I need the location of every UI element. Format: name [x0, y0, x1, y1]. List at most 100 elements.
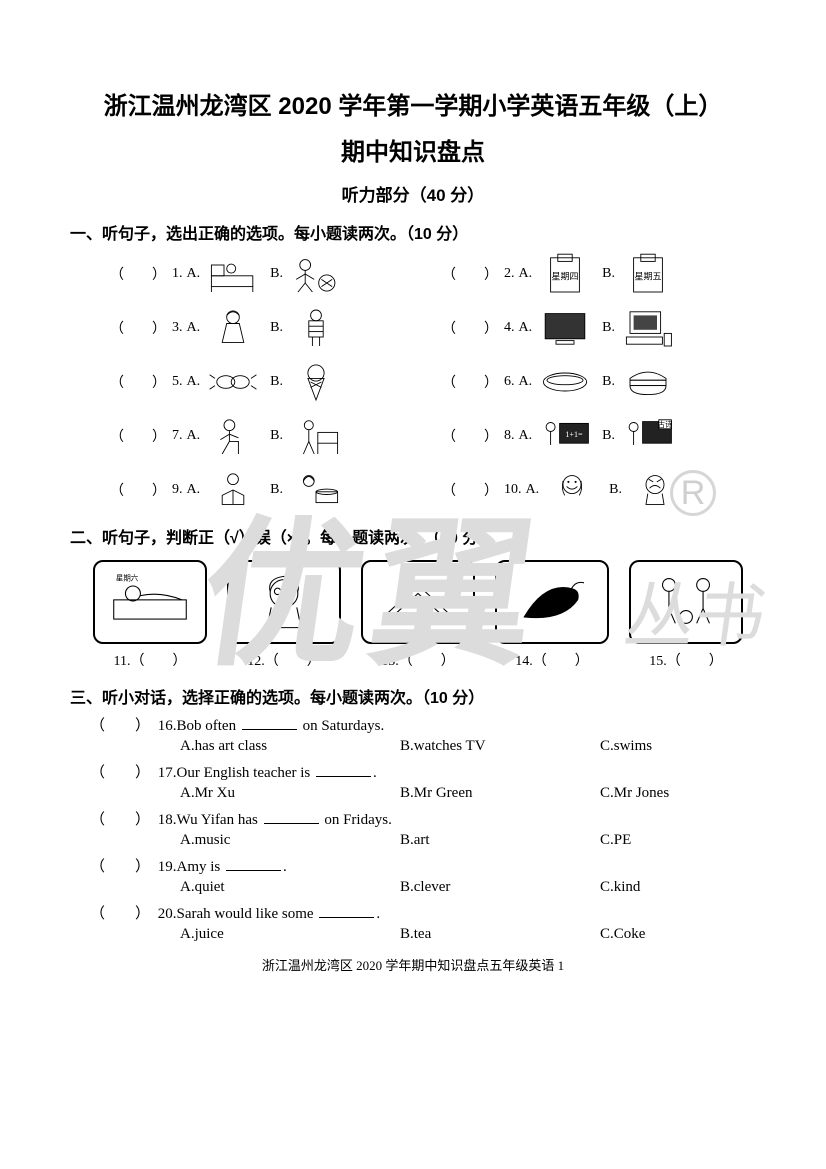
answer-paren[interactable]: （ ） [110, 318, 166, 338]
q3-options: A.music B.art C.PE [90, 832, 756, 849]
answer-paren[interactable]: （ ） [667, 654, 723, 669]
q-number: 1. [172, 266, 183, 282]
kids-play-icon [629, 560, 743, 644]
answer-paren[interactable]: （ ） [90, 765, 150, 781]
stem-pre: Bob often [177, 718, 240, 734]
answer-paren[interactable]: （ ） [442, 318, 498, 338]
hotdog-icon [538, 360, 592, 404]
answer-paren[interactable]: （ ） [90, 906, 150, 922]
blank-line[interactable] [242, 714, 297, 730]
option-c: C.swims [600, 738, 760, 755]
section1-header: 一、听句子，选出正确的选项。每小题读两次。（10 分） [70, 220, 756, 244]
sleeping-icon: 星期六 [93, 560, 207, 644]
answer-paren[interactable]: （ ） [90, 859, 150, 875]
sandwich-icon [361, 560, 475, 644]
q-number: 6. [504, 374, 515, 390]
answer-paren[interactable]: （ ） [533, 654, 589, 669]
stem-post: . [283, 859, 287, 875]
answer-paren[interactable]: （ ） [90, 718, 150, 734]
answer-paren[interactable]: （ ） [442, 480, 498, 500]
blank-line[interactable] [226, 855, 281, 871]
q-number: 13. [381, 654, 399, 669]
q-number: 20. [158, 906, 177, 922]
q-number: 15. [649, 654, 667, 669]
option-a-label: A. [187, 374, 201, 390]
q1-item: （ ） 3. A. B. [110, 304, 424, 352]
svg-text:星期六: 星期六 [116, 572, 139, 582]
option-c: C.PE [600, 832, 760, 849]
q3-options: A.quiet B.clever C.kind [90, 879, 756, 896]
q1-item: （ ） 6. A. B. [442, 358, 756, 406]
q3-question: （ ） 17.Our English teacher is . [90, 761, 756, 782]
oldman-icon [227, 560, 341, 644]
section3-block: （ ） 16.Bob often on Saturdays. A.has art… [70, 714, 756, 943]
q3-question: （ ） 20.Sarah would like some . [90, 902, 756, 923]
q3-options: A.Mr Xu B.Mr Green C.Mr Jones [90, 785, 756, 802]
answer-paren[interactable]: （ ） [442, 426, 498, 446]
option-c: C.kind [600, 879, 760, 896]
answer-paren[interactable]: （ ） [442, 372, 498, 392]
option-a-label: A. [519, 320, 533, 336]
answer-paren[interactable]: （ ） [442, 264, 498, 284]
q2-card: 13.（ ） [358, 560, 478, 670]
q-number: 4. [504, 320, 515, 336]
boy-wash-icon [289, 414, 343, 458]
blank-line[interactable] [264, 808, 319, 824]
q1-item: （ ） 10. A. B. [442, 466, 756, 514]
blank-line[interactable] [319, 902, 374, 918]
option-a-label: A. [187, 320, 201, 336]
q1-item: （ ） 9. A. B. [110, 466, 424, 514]
stem-post: . [376, 906, 380, 922]
page-footer: 浙江温州龙湾区 2020 学年期中知识盘点五年级英语 1 [70, 955, 756, 974]
svg-text:古诗: 古诗 [658, 420, 672, 429]
stem-pre: Amy is [177, 859, 225, 875]
option-b: B.clever [400, 879, 600, 896]
q3-question: （ ） 18.Wu Yifan has on Fridays. [90, 808, 756, 829]
answer-paren[interactable]: （ ） [399, 654, 455, 669]
option-a-label: A. [519, 374, 533, 390]
boy-angry-icon [628, 468, 682, 512]
blank-line[interactable] [316, 761, 371, 777]
bed-icon [206, 252, 260, 296]
q2-card: 星期六 11.（ ） [90, 560, 210, 670]
option-b: B.art [400, 832, 600, 849]
q2-card: 15.（ ） [626, 560, 746, 670]
stem-post: . [373, 765, 377, 781]
q-number: 10. [504, 482, 522, 498]
q-number: 19. [158, 859, 177, 875]
poem-board-icon: 古诗 [621, 414, 675, 458]
grandma-cook-icon [289, 468, 343, 512]
q-number: 7. [172, 428, 183, 444]
q3-options: A.has art class B.watches TV C.swims [90, 738, 756, 755]
option-a-label: A. [526, 482, 540, 498]
math-board-icon: 1+1= [538, 414, 592, 458]
option-b-label: B. [602, 428, 615, 444]
answer-paren[interactable]: （ ） [110, 372, 166, 392]
option-b-label: B. [270, 266, 283, 282]
clipboard-thu-icon: 星期四 [538, 252, 592, 296]
listening-subtitle: 听力部分（40 分） [70, 181, 756, 206]
answer-paren[interactable]: （ ） [130, 654, 186, 669]
option-a-label: A. [519, 266, 533, 282]
option-b-label: B. [270, 482, 283, 498]
candy-icon [206, 360, 260, 404]
q-number: 3. [172, 320, 183, 336]
computer-icon [621, 306, 675, 350]
q-number: 9. [172, 482, 183, 498]
option-c: C.Coke [600, 926, 760, 943]
option-a: A.has art class [180, 738, 400, 755]
option-b-label: B. [270, 374, 283, 390]
girl-smile-icon [545, 468, 599, 512]
tv-icon [538, 306, 592, 350]
answer-paren[interactable]: （ ） [265, 654, 321, 669]
q1-item: （ ） 2. A. 星期四 B. 星期五 [442, 250, 756, 298]
option-b-label: B. [609, 482, 622, 498]
worksheet-page: R 优翼 丛书 浙江温州龙湾区 2020 学年第一学期小学英语五年级（上） 期中… [0, 0, 826, 1169]
icecream-icon [289, 360, 343, 404]
answer-paren[interactable]: （ ） [110, 426, 166, 446]
q-number: 5. [172, 374, 183, 390]
section1-grid: （ ） 1. A. B. （ ） 2. A. 星期四 B. 星期五 （ ） 3.… [70, 250, 756, 514]
answer-paren[interactable]: （ ） [110, 480, 166, 500]
answer-paren[interactable]: （ ） [110, 264, 166, 284]
answer-paren[interactable]: （ ） [90, 812, 150, 828]
